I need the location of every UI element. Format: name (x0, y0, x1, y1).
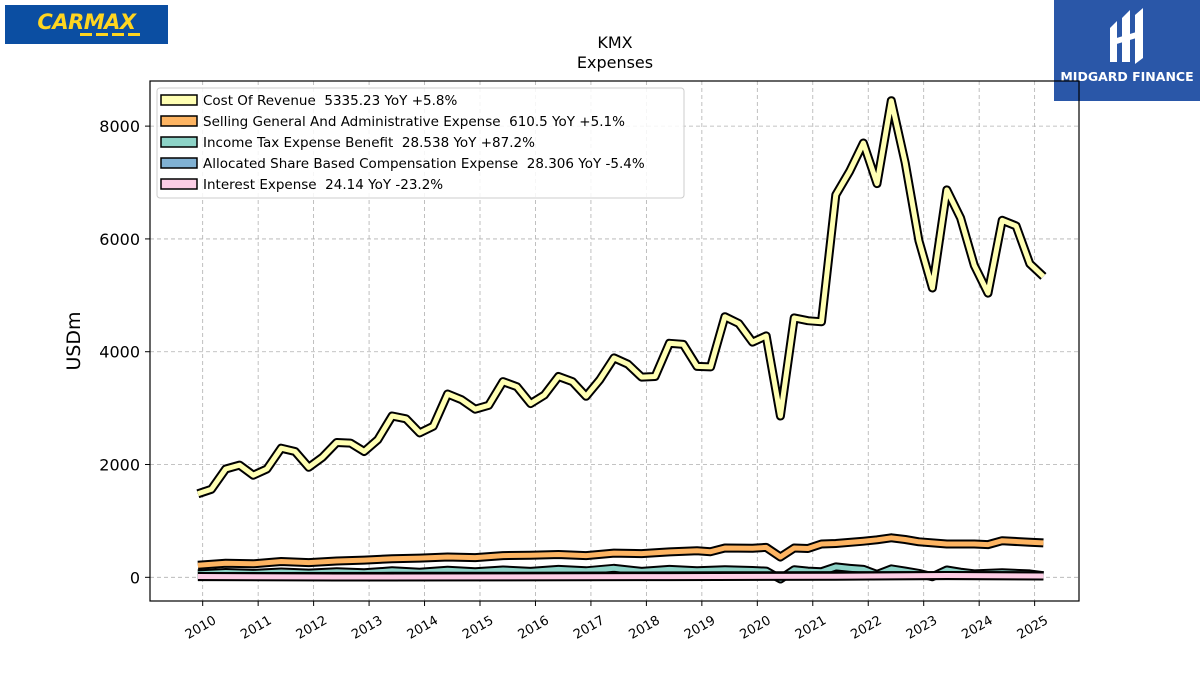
x-tick-label: 2025 (1015, 613, 1051, 643)
series-line (197, 98, 1046, 497)
carmax-logo-text: CARMAX (37, 10, 136, 34)
y-tick-label: 4000 (99, 343, 140, 362)
chart-subtitle: Expenses (577, 53, 653, 72)
logo-dash (80, 33, 92, 36)
logo-dash (112, 33, 124, 36)
x-tick-label: 2023 (904, 613, 940, 643)
legend-swatch (160, 157, 198, 169)
x-tick-label: 2024 (959, 613, 995, 643)
y-tick-label: 6000 (99, 230, 140, 249)
midgard-emblem-icon (1110, 8, 1143, 64)
x-tick-label: 2016 (516, 613, 552, 643)
series-lines (196, 96, 1047, 584)
legend-swatch (160, 178, 198, 190)
carmax-logo: CARMAX (5, 5, 168, 44)
midgard-finance-logo: MIDGARD FINANCE (1054, 0, 1200, 101)
chart-title: KMX (597, 33, 632, 52)
y-tick-label: 2000 (99, 456, 140, 475)
logo-dash (96, 33, 108, 36)
x-tick-label: 2010 (183, 613, 219, 643)
plot-frame (149, 80, 1080, 602)
series-line (197, 535, 1044, 568)
legend-entry: Selling General And Administrative Expen… (203, 114, 625, 130)
x-tick-label: 2011 (238, 613, 274, 643)
x-tick-label: 2019 (682, 613, 718, 643)
logo-dash (128, 33, 140, 36)
legend-swatch (160, 136, 198, 148)
x-tick-label: 2013 (349, 613, 385, 643)
legend-entry: Interest Expense 24.14 YoY -23.2% (203, 177, 443, 193)
legend-entry: Allocated Share Based Compensation Expen… (203, 156, 645, 172)
legend: Cost Of Revenue 5335.23 YoY +5.8% Selling… (156, 87, 685, 199)
x-tick-label: 2015 (460, 613, 496, 643)
x-tick-label: 2021 (793, 613, 829, 643)
x-tick-label: 2012 (294, 613, 330, 643)
legend-swatch (160, 94, 198, 106)
x-tick-label: 2014 (405, 613, 441, 643)
x-tick-label: 2020 (737, 613, 773, 643)
legend-entry: Income Tax Expense Benefit 28.538 YoY +8… (203, 135, 535, 151)
legend-swatch (160, 115, 198, 127)
series-line (197, 573, 1044, 580)
x-tick-label: 2018 (627, 613, 663, 643)
legend-entry: Cost Of Revenue 5335.23 YoY +5.8% (203, 93, 457, 109)
x-tick-label: 2017 (571, 613, 607, 643)
y-tick-label: 8000 (99, 117, 140, 136)
x-tick-label: 2022 (848, 613, 884, 643)
midgard-finance-text: MIDGARD FINANCE (1060, 69, 1194, 84)
y-tick-label: 0 (130, 568, 140, 587)
y-axis-label: USDm (63, 311, 85, 370)
legend-box (156, 87, 685, 199)
